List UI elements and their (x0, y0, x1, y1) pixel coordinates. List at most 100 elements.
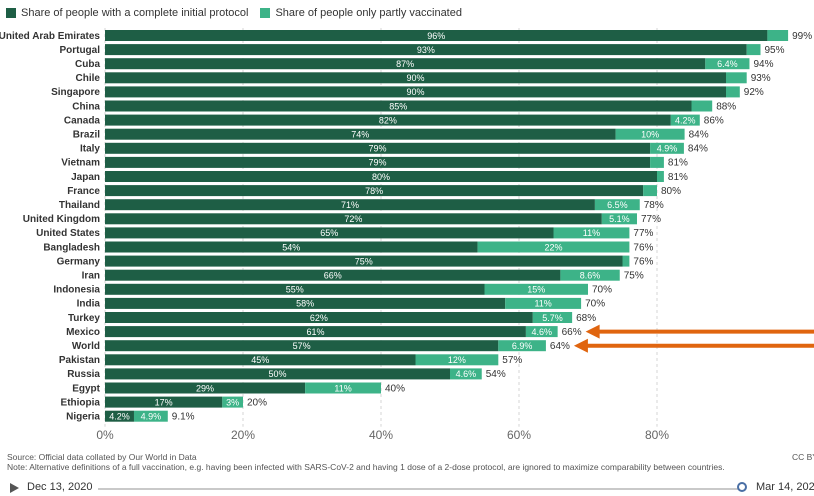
bar-partial (705, 58, 750, 70)
timeline-end-date: Mar 14, 2022 (756, 481, 814, 493)
category-label: Brazil (73, 130, 100, 141)
bar-complete-label: 50% (268, 369, 286, 379)
bar-row[interactable]: Canada 82% 4.2% 86% (64, 114, 724, 127)
bar-complete (105, 156, 651, 168)
bar-row[interactable]: Nigeria 4.2% 4.9% 9.1% (66, 410, 195, 423)
bar-partial (767, 30, 789, 41)
category-label: France (67, 186, 100, 197)
bar-complete-label: 66% (324, 271, 342, 281)
bar-row[interactable]: Portugal 93% 95% (59, 44, 785, 56)
bar-complete-label: 54% (282, 242, 300, 252)
legend: Share of people with a complete initial … (6, 5, 474, 21)
bar-row[interactable]: Iran 66% 8.6% 75% (82, 269, 644, 282)
bar-complete-label: 82% (379, 115, 397, 125)
category-label: Bangladesh (43, 242, 100, 253)
bar-row[interactable]: Brazil 74% 10% 84% (73, 128, 709, 141)
bar-total-label: 84% (689, 130, 709, 141)
bar-partial (643, 185, 657, 197)
bar-total-label: 92% (744, 87, 764, 98)
bar-row[interactable]: Mexico 61% 4.6% 66% (66, 326, 582, 338)
bar-row[interactable]: United Kingdom 72% 5.1% 77% (23, 213, 661, 225)
bar-total-label: 84% (688, 144, 708, 155)
bar-complete-label: 80% (372, 172, 390, 182)
x-tick-label: 0% (96, 428, 114, 442)
bar-row[interactable]: Russia 50% 4.6% 54% (67, 368, 506, 380)
category-label: Ethiopia (61, 397, 101, 408)
annotation-arrow-head (573, 338, 588, 353)
timeline-track[interactable] (98, 488, 740, 490)
bar-total-label: 70% (585, 299, 605, 310)
bar-row[interactable]: United Arab Emirates 96% 99% (0, 30, 812, 42)
bar-total-label: 77% (633, 228, 653, 239)
bar-complete (105, 312, 533, 323)
bar-partial (670, 114, 700, 126)
legend-item-complete[interactable]: Share of people with a complete initial … (6, 7, 248, 19)
bar-complete (105, 100, 692, 112)
bar-partial-label: 10% (641, 130, 659, 140)
category-label: Russia (67, 369, 100, 380)
bar-partial (622, 255, 630, 267)
bar-row[interactable]: Indonesia 55% 15% 70% (53, 283, 612, 296)
legend-item-partial[interactable]: Share of people only partly vaccinated (260, 7, 462, 19)
bar-total-label: 94% (753, 59, 773, 70)
bar-row[interactable]: World 57% 6.9% 64% (72, 340, 570, 352)
bar-partial-label: 3% (226, 397, 239, 407)
bar-complete-label: 55% (286, 285, 304, 295)
bar-row[interactable]: Cuba 87% 6.4% 94% (75, 58, 774, 70)
bar-complete (105, 128, 616, 140)
play-icon[interactable] (10, 483, 19, 493)
bar-row[interactable]: India 58% 11% 70% (77, 297, 606, 310)
bar-row[interactable]: Ethiopia 17% 3% 20% (61, 396, 268, 409)
bar-partial (560, 269, 620, 281)
bar-row[interactable]: Vietnam 79% 81% (61, 156, 688, 169)
bar-row[interactable]: Italy 79% 4.9% 84% (80, 142, 708, 155)
bar-complete (105, 396, 223, 408)
bar-complete (105, 326, 526, 338)
bar-partial-label: 8.6% (580, 271, 601, 281)
bar-total-label: 57% (502, 355, 522, 366)
bar-row[interactable]: Turkey 62% 5.7% 68% (68, 312, 596, 324)
bar-row[interactable]: France 78% 80% (67, 185, 681, 197)
bar-partial-label: 11% (583, 228, 600, 238)
bar-complete-label: 62% (310, 313, 328, 323)
timeline-start-date: Dec 13, 2020 (27, 481, 93, 493)
bar-row[interactable]: Egypt 29% 11% 40% (72, 382, 405, 395)
bar-row[interactable]: Pakistan 45% 12% 57% (59, 354, 523, 366)
bar-complete (105, 30, 768, 41)
bar-complete (105, 354, 416, 366)
bar-partial-label: 5.1% (609, 214, 630, 224)
bar-row[interactable]: Chile 90% 93% (76, 72, 771, 84)
bar-partial (532, 312, 573, 323)
bar-partial (650, 142, 684, 154)
category-label: India (77, 299, 101, 310)
bar-complete (105, 283, 485, 295)
bar-total-label: 54% (486, 369, 506, 380)
bar-row[interactable]: China 85% 88% (72, 100, 736, 113)
bar-partial-label: 12% (448, 355, 466, 365)
bar-row[interactable]: Thailand 71% 6.5% 78% (59, 199, 664, 211)
bar-total-label: 75% (624, 271, 644, 282)
bar-complete (105, 340, 499, 352)
bar-partial (305, 382, 381, 394)
category-label: Portugal (59, 45, 100, 56)
bar-partial (601, 213, 637, 225)
timeline-slider[interactable]: Dec 13, 2020 Mar 14, 2022 (0, 478, 814, 496)
bar-row[interactable]: United States 65% 11% 77% (36, 227, 654, 239)
bar-partial-label: 22% (544, 242, 562, 252)
bar-complete-label: 74% (351, 130, 369, 140)
bar-complete (105, 72, 726, 84)
bar-row[interactable]: Japan 80% 81% (71, 171, 688, 183)
annotation-arrow (585, 324, 814, 339)
license-label[interactable]: CC BY (792, 452, 814, 462)
bar-row[interactable]: Singapore 90% 92% (51, 86, 764, 98)
category-label: Singapore (51, 87, 100, 98)
timeline-handle[interactable] (737, 482, 747, 492)
bar-complete-label: 87% (396, 59, 414, 69)
bar-complete-label: 29% (196, 383, 214, 393)
bar-complete (105, 297, 506, 309)
legend-swatch-complete (6, 8, 16, 18)
bar-row[interactable]: Bangladesh 54% 22% 76% (43, 241, 654, 254)
bar-row[interactable]: Germany 75% 76% (57, 255, 654, 268)
bar-partial (222, 396, 243, 408)
bar-total-label: 99% (792, 31, 812, 42)
